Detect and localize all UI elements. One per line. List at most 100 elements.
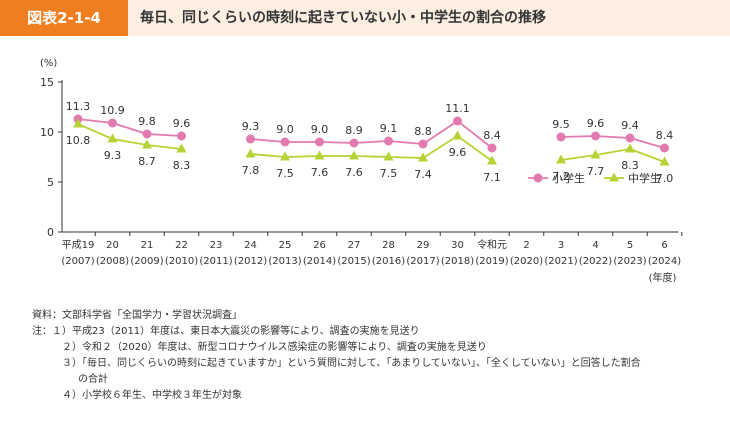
- y-tick-label: 15: [40, 76, 54, 89]
- junior-high-line-segment: [560, 154, 596, 161]
- junior-high-line-segment: [284, 155, 320, 158]
- elementary-point: [280, 137, 290, 147]
- junior-high-data-label: 9.3: [104, 149, 122, 162]
- x-unit-label: (年度): [649, 271, 677, 284]
- junior-high-line-segment: [456, 135, 493, 162]
- x-tick-year-label: (2012): [234, 256, 267, 267]
- x-tick-year-label: (2008): [96, 256, 129, 267]
- junior-high-data-label: 7.2: [552, 170, 570, 183]
- junior-high-legend-label: 中学生: [628, 171, 661, 185]
- junior-high-point: [314, 150, 325, 160]
- x-tick-year-label: (2013): [268, 256, 301, 267]
- elementary-point: [591, 131, 600, 141]
- x-tick-label: 2: [523, 240, 529, 251]
- junior-high-data-label: 7.5: [380, 167, 398, 180]
- x-tick-year-label: (2018): [441, 256, 474, 267]
- x-tick-label: 令和元: [477, 238, 507, 251]
- x-tick-year-label: (2015): [337, 256, 370, 267]
- junior-high-point: [590, 149, 601, 159]
- elementary-point: [177, 131, 186, 141]
- junior-high-point: [142, 139, 152, 149]
- junior-high-point: [73, 118, 83, 128]
- y-tick-label: 10: [40, 126, 54, 139]
- junior-high-point: [383, 151, 394, 161]
- junior-high-point: [176, 143, 187, 153]
- x-tick-year-label: (2009): [130, 256, 163, 267]
- elementary-line-segment: [560, 135, 596, 138]
- junior-high-point: [418, 152, 428, 162]
- line-chart: 0 5 10 15 (%) 平成19 (2007) 20 (2008) 21 (2009) 22 (20…: [40, 58, 683, 284]
- elementary-data-label: 11.1: [445, 102, 470, 115]
- junior-high-data-label: 10.8: [66, 134, 91, 147]
- x-tick-label: 28: [382, 240, 395, 251]
- elementary-data-label: 8.4: [483, 129, 501, 142]
- junior-high-data-label: 8.3: [173, 159, 191, 172]
- elementary-point: [453, 116, 462, 126]
- junior-high-data-label: 7.0: [656, 172, 674, 185]
- x-tick-label: 23: [210, 240, 223, 251]
- x-tick-year-label: (2016): [372, 256, 405, 267]
- elementary-data-label: 9.6: [587, 117, 605, 130]
- elementary-line-segment: [353, 140, 389, 144]
- x-tick-label: 25: [279, 240, 292, 251]
- junior-high-point: [625, 143, 635, 153]
- x-tick-label: 26: [313, 240, 326, 251]
- x-tick-year-label: (2024): [648, 256, 681, 267]
- elementary-data-label: 9.0: [311, 123, 329, 136]
- junior-high-line-segment: [146, 144, 182, 150]
- junior-high-point: [659, 156, 670, 166]
- elementary-legend-marker: [533, 173, 543, 183]
- x-tick-label: 3: [558, 240, 564, 251]
- x-tick-year-label: (2010): [165, 256, 198, 267]
- junior-high-data-label: 8.7: [138, 155, 156, 168]
- junior-high-legend-marker: [609, 172, 619, 182]
- x-tick-label: 21: [141, 240, 154, 251]
- x-tick-year-label: (2020): [510, 256, 543, 267]
- elementary-data-label: 9.6: [173, 117, 191, 130]
- junior-high-data-label: 7.7: [587, 165, 605, 178]
- elementary-point: [246, 134, 255, 144]
- junior-high-point: [556, 154, 566, 164]
- elementary-point: [142, 129, 152, 139]
- junior-high-line-segment: [629, 148, 665, 163]
- notes: 資料：文部科学省「全国学力・学習状況調査」 注：１）平成23（2011）年度は、…: [32, 308, 722, 404]
- junior-high-line-segment: [422, 135, 458, 159]
- junior-high-point: [452, 130, 463, 140]
- x-tick-year-label: (2021): [544, 256, 577, 267]
- elementary-data-label: 9.3: [242, 120, 260, 133]
- elementary-data-label: 9.0: [276, 123, 294, 136]
- elementary-line-segment: [629, 137, 665, 149]
- junior-high-data-label: 9.6: [449, 146, 467, 159]
- elementary-line-segment: [422, 120, 458, 145]
- note-4: ４）小学校６年生、中学校３年生が対象: [62, 390, 242, 401]
- junior-high-data-label: 7.5: [276, 167, 294, 180]
- elementary-line-segment: [146, 133, 182, 137]
- elementary-data-label: 9.8: [138, 115, 156, 128]
- junior-high-line-segment: [77, 123, 113, 140]
- junior-high-data-label: 8.3: [621, 159, 639, 172]
- figure-header: 図表2-1-4 毎日、同じくらいの時刻に起きていない小・中学生の割合の推移: [0, 0, 730, 36]
- x-tick-year-label: (2014): [303, 256, 336, 267]
- elementary-line-segment: [388, 140, 424, 145]
- x-tick-label: 平成19: [62, 239, 95, 251]
- junior-high-line-segment: [388, 156, 424, 159]
- elementary-data-label: 9.4: [621, 119, 639, 132]
- y-unit-label: (%): [40, 58, 57, 69]
- x-tick-label: 4: [592, 240, 598, 251]
- junior-high-line-segment: [595, 148, 631, 156]
- x-tick-label: 27: [348, 240, 361, 251]
- elementary-point: [418, 139, 428, 149]
- junior-high-line-segment: [250, 153, 286, 158]
- note-2: ２）令和２（2020）年度は、新型コロナウイルス感染症の影響等により、調査の実施…: [62, 342, 487, 353]
- x-tick-label: 24: [244, 240, 257, 251]
- elementary-line-segment: [250, 138, 286, 143]
- junior-high-point: [487, 155, 497, 165]
- x-tick-label: 6: [661, 240, 667, 251]
- note-3-continued: の合計: [78, 374, 108, 385]
- chart-title: 毎日、同じくらいの時刻に起きていない小・中学生の割合の推移: [140, 10, 546, 26]
- elementary-point: [349, 138, 359, 148]
- elementary-line-segment: [112, 122, 148, 135]
- note-3: ３）「毎日、同じくらいの時刻に起きていますか」という質問に対して、「あまりしてい…: [62, 358, 641, 369]
- x-tick-year-label: (2023): [613, 256, 646, 267]
- elementary-data-label: 9.1: [380, 122, 398, 135]
